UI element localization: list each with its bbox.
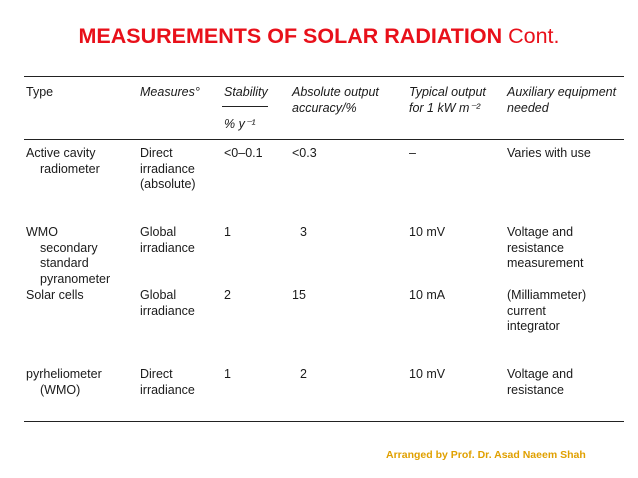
row-1-auxiliary: Varies with use <box>507 146 591 160</box>
row-3-measures: Global irradiance <box>140 288 195 318</box>
row-2-typical-output: 10 mV <box>409 225 446 239</box>
table-bottom-rule <box>24 421 624 422</box>
header-accuracy: Absolute output accuracy/% <box>292 85 379 115</box>
stability-unit-rule <box>222 106 268 107</box>
header-measures: Measures° <box>140 85 200 99</box>
row-1-accuracy: <0.3 <box>292 146 317 160</box>
row-4-stability: 1 <box>224 367 231 381</box>
row-2-measures: Global irradiance <box>140 225 195 255</box>
slide-title-suffix: Cont. <box>502 24 560 48</box>
slide-title: MEASUREMENTS OF SOLAR RADIATION Cont. <box>0 24 638 49</box>
row-1-typical-output: – <box>409 146 416 160</box>
header-bottom-rule <box>24 139 624 140</box>
row-1-stability: <0–0.1 <box>224 146 263 160</box>
row-3-typical-output: 10 mA <box>409 288 446 302</box>
row-4-measures: Direct irradiance <box>140 367 195 397</box>
row-3-stability: 2 <box>224 288 231 302</box>
row-2-type: WMO secondary standard pyranometer <box>26 225 111 286</box>
row-3-accuracy: 15 <box>292 288 306 302</box>
header-stability-unit: % y⁻¹ <box>224 117 256 131</box>
header-stability: Stability <box>224 85 268 99</box>
header-typical-output: Typical output for 1 kW m⁻² <box>409 85 486 115</box>
row-4-accuracy: 2 <box>300 367 307 381</box>
row-4-auxiliary: Voltage and resistance <box>507 367 574 397</box>
row-3-type: Solar cells <box>26 288 84 302</box>
row-1-measures: Direct irradiance (absolute) <box>140 146 196 191</box>
row-1-type: Active cavity radiometer <box>26 146 100 176</box>
row-3-auxiliary: (Milliammeter) current integrator <box>507 288 587 333</box>
slide-footer: Arranged by Prof. Dr. Asad Naeem Shah <box>386 449 586 461</box>
row-4-type: pyrheliometer (WMO) <box>26 367 102 397</box>
header-auxiliary: Auxiliary equipment needed <box>507 85 617 115</box>
header-type: Type <box>26 85 54 99</box>
row-4-typical-output: 10 mV <box>409 367 446 381</box>
row-2-stability: 1 <box>224 225 231 239</box>
row-2-auxiliary: Voltage and resistance measurement <box>507 225 584 270</box>
table-top-rule <box>24 76 624 77</box>
slide-title-main: MEASUREMENTS OF SOLAR RADIATION <box>78 24 503 48</box>
row-2-accuracy: 3 <box>300 225 307 239</box>
